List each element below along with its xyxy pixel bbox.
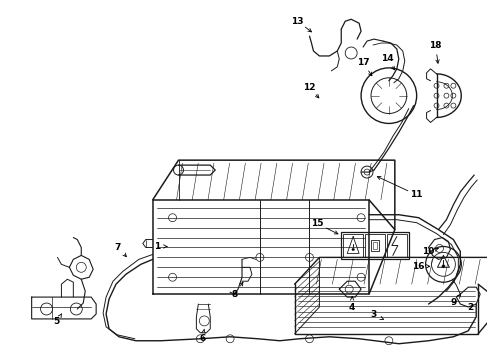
- Text: 11: 11: [409, 190, 422, 199]
- Text: 4: 4: [348, 302, 355, 311]
- Text: 1: 1: [153, 242, 160, 251]
- Text: 12: 12: [303, 83, 315, 92]
- Text: 6: 6: [199, 334, 205, 343]
- Text: 14: 14: [380, 54, 392, 63]
- Circle shape: [351, 248, 354, 251]
- Text: 8: 8: [231, 289, 238, 298]
- Text: 9: 9: [449, 298, 456, 307]
- Bar: [372, 242, 376, 249]
- Bar: [343, 234, 362, 257]
- Text: 5: 5: [53, 318, 60, 327]
- Bar: [365, 234, 384, 257]
- Bar: [370, 239, 378, 251]
- Bar: [386, 234, 406, 257]
- Text: 16: 16: [411, 262, 424, 271]
- Text: 13: 13: [291, 17, 303, 26]
- Text: 18: 18: [428, 41, 441, 50]
- Text: 3: 3: [370, 310, 376, 319]
- Text: 2: 2: [466, 302, 472, 311]
- Text: 10: 10: [422, 247, 434, 256]
- Text: 17: 17: [356, 58, 368, 67]
- Circle shape: [441, 265, 444, 268]
- Text: 7: 7: [115, 243, 121, 252]
- Text: 15: 15: [310, 219, 323, 228]
- Bar: [341, 231, 408, 260]
